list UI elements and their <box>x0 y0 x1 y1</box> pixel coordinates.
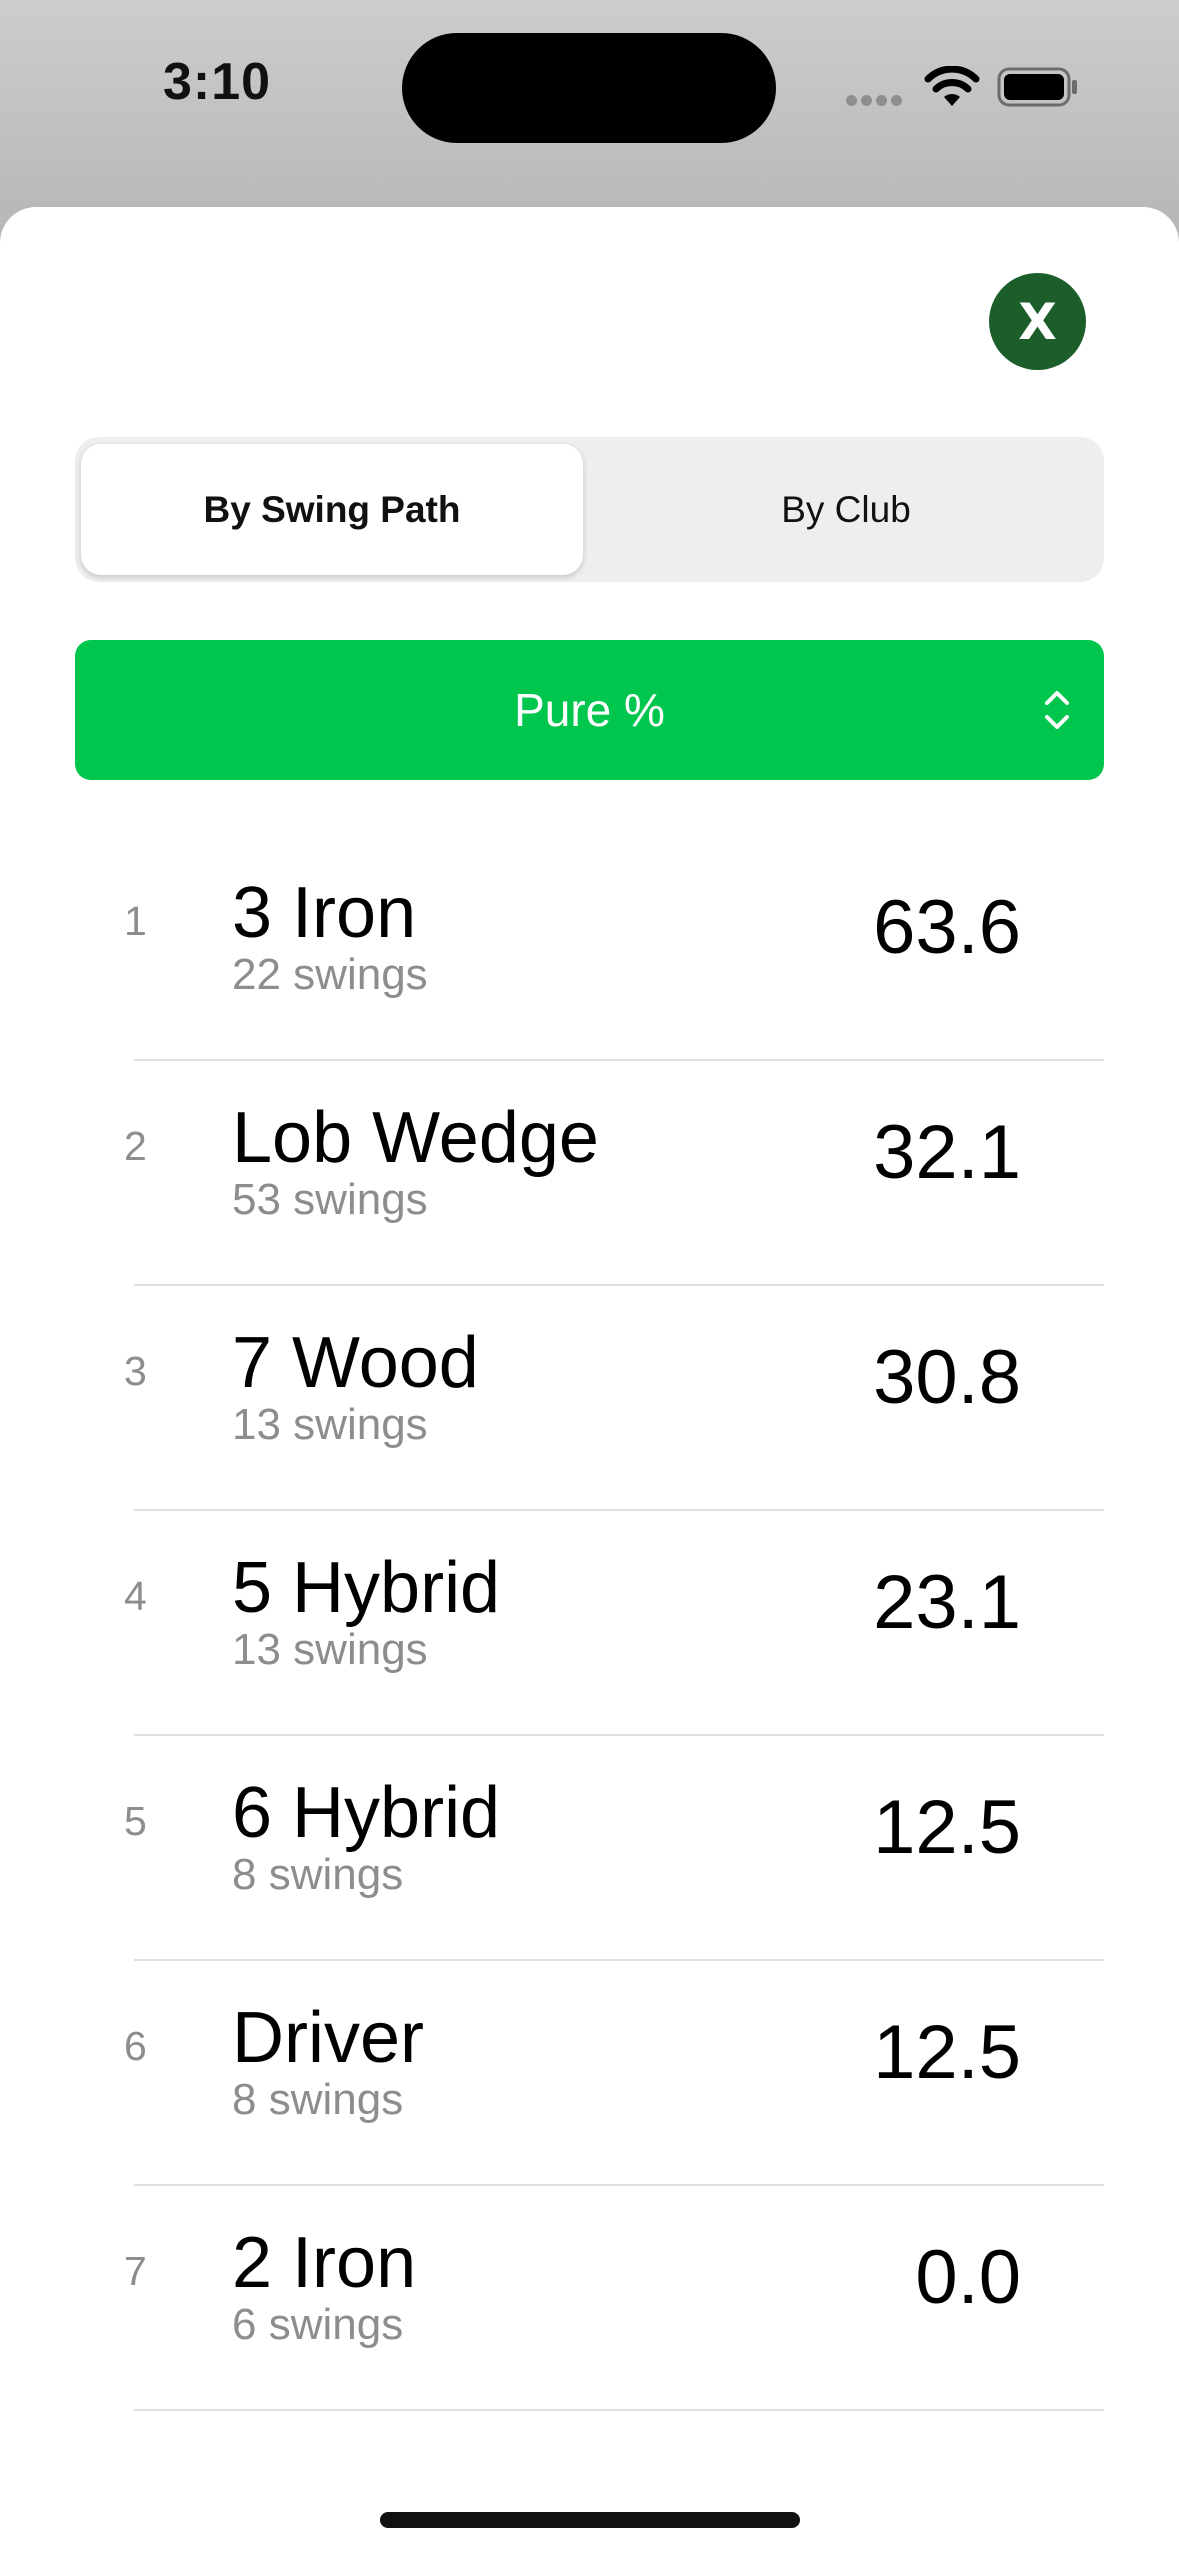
rank-label: 2 <box>124 1123 147 1169</box>
metric-select-label: Pure % <box>514 684 665 736</box>
list-item[interactable]: 6 Driver 8 swings 12.5 <box>0 1961 1179 2186</box>
dynamic-island <box>402 33 776 143</box>
swing-count: 53 swings <box>232 1175 428 1224</box>
view-segmented-control: By Swing Path By Club <box>75 437 1104 582</box>
club-name: 2 Iron <box>232 2223 417 2303</box>
swing-count: 22 swings <box>232 950 428 999</box>
club-name: 5 Hybrid <box>232 1548 501 1628</box>
swing-count: 8 swings <box>232 1850 404 1899</box>
rank-label: 5 <box>124 1798 147 1844</box>
club-name: 7 Wood <box>232 1323 479 1403</box>
close-button[interactable]: X <box>989 273 1086 370</box>
list-item[interactable]: 5 6 Hybrid 8 swings 12.5 <box>0 1736 1179 1961</box>
chevron-up-down-icon <box>1045 691 1069 729</box>
segment-by-club[interactable]: By Club <box>781 488 911 530</box>
metric-value: 23.1 <box>873 1560 1021 1645</box>
list-item[interactable]: 2 Lob Wedge 53 swings 32.1 <box>0 1061 1179 1286</box>
row-divider <box>134 2409 1104 2411</box>
row-divider <box>134 1509 1104 1511</box>
club-name: Driver <box>232 1998 424 2078</box>
rank-label: 4 <box>124 1573 147 1619</box>
metric-select-button[interactable]: Pure % <box>75 640 1104 780</box>
list-item[interactable]: 3 7 Wood 13 swings 30.8 <box>0 1286 1179 1511</box>
list-item[interactable]: 7 2 Iron 6 swings 0.0 <box>0 2186 1179 2411</box>
row-divider <box>134 1959 1104 1961</box>
status-time: 3:10 <box>163 53 272 111</box>
row-divider <box>134 1284 1104 1286</box>
battery-icon <box>997 67 1077 107</box>
metric-value: 12.5 <box>873 2010 1021 2095</box>
swing-count: 13 swings <box>232 1625 428 1674</box>
rank-label: 7 <box>124 2248 147 2294</box>
rank-label: 1 <box>124 898 147 944</box>
row-divider <box>134 1059 1104 1061</box>
club-name: Lob Wedge <box>232 1098 599 1178</box>
metric-value: 32.1 <box>873 1110 1021 1195</box>
row-divider <box>134 1734 1104 1736</box>
rank-label: 6 <box>124 2023 147 2069</box>
swing-count: 6 swings <box>232 2300 404 2349</box>
metric-value: 12.5 <box>873 1785 1021 1870</box>
metric-value: 0.0 <box>915 2235 1021 2320</box>
club-name: 3 Iron <box>232 873 417 953</box>
metric-value: 30.8 <box>873 1335 1021 1420</box>
swing-count: 8 swings <box>232 2075 404 2124</box>
wifi-icon <box>924 66 980 106</box>
leaderboard-sheet <box>0 207 1179 2556</box>
club-name: 6 Hybrid <box>232 1773 501 1853</box>
segment-by-swing-path[interactable]: By Swing Path <box>81 444 583 575</box>
rank-label: 3 <box>124 1348 147 1394</box>
home-indicator[interactable] <box>380 2512 800 2528</box>
swing-count: 13 swings <box>232 1400 428 1449</box>
list-item[interactable]: 1 3 Iron 22 swings 63.6 <box>0 836 1179 1061</box>
metric-value: 63.6 <box>873 885 1021 970</box>
row-divider <box>134 2184 1104 2186</box>
cellular-signal-icon <box>846 93 906 111</box>
list-item[interactable]: 4 5 Hybrid 13 swings 23.1 <box>0 1511 1179 1736</box>
